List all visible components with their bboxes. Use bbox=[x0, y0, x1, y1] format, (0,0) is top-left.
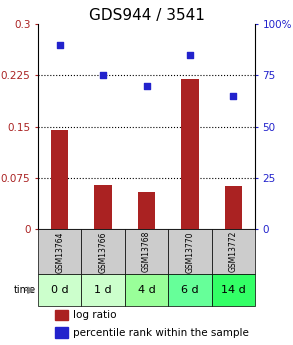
FancyBboxPatch shape bbox=[168, 274, 212, 306]
Point bbox=[144, 83, 149, 88]
FancyBboxPatch shape bbox=[81, 274, 125, 306]
Text: 6 d: 6 d bbox=[181, 285, 199, 295]
Text: GSM13768: GSM13768 bbox=[142, 231, 151, 273]
Text: GSM13772: GSM13772 bbox=[229, 231, 238, 273]
Bar bbox=[181, 79, 199, 229]
Point bbox=[101, 73, 105, 78]
Text: GSM13764: GSM13764 bbox=[55, 231, 64, 273]
FancyBboxPatch shape bbox=[38, 229, 81, 274]
FancyBboxPatch shape bbox=[125, 229, 168, 274]
Text: time: time bbox=[14, 285, 36, 295]
Text: 14 d: 14 d bbox=[221, 285, 246, 295]
FancyBboxPatch shape bbox=[38, 274, 81, 306]
Bar bbox=[138, 192, 155, 229]
FancyBboxPatch shape bbox=[212, 274, 255, 306]
Title: GDS944 / 3541: GDS944 / 3541 bbox=[88, 8, 205, 23]
Point bbox=[57, 42, 62, 47]
Text: GSM13766: GSM13766 bbox=[99, 231, 108, 273]
Text: percentile rank within the sample: percentile rank within the sample bbox=[73, 328, 249, 338]
Text: 1 d: 1 d bbox=[94, 285, 112, 295]
Bar bbox=[94, 185, 112, 229]
Text: 0 d: 0 d bbox=[51, 285, 69, 295]
FancyBboxPatch shape bbox=[81, 229, 125, 274]
FancyBboxPatch shape bbox=[168, 229, 212, 274]
Text: 4 d: 4 d bbox=[138, 285, 155, 295]
Bar bbox=[55, 310, 69, 321]
Point bbox=[231, 93, 236, 99]
Bar bbox=[55, 327, 69, 338]
Text: log ratio: log ratio bbox=[73, 310, 116, 320]
Point bbox=[188, 52, 192, 58]
FancyBboxPatch shape bbox=[212, 229, 255, 274]
Bar bbox=[224, 186, 242, 229]
FancyBboxPatch shape bbox=[125, 274, 168, 306]
Bar bbox=[51, 130, 69, 229]
Text: GSM13770: GSM13770 bbox=[185, 231, 194, 273]
